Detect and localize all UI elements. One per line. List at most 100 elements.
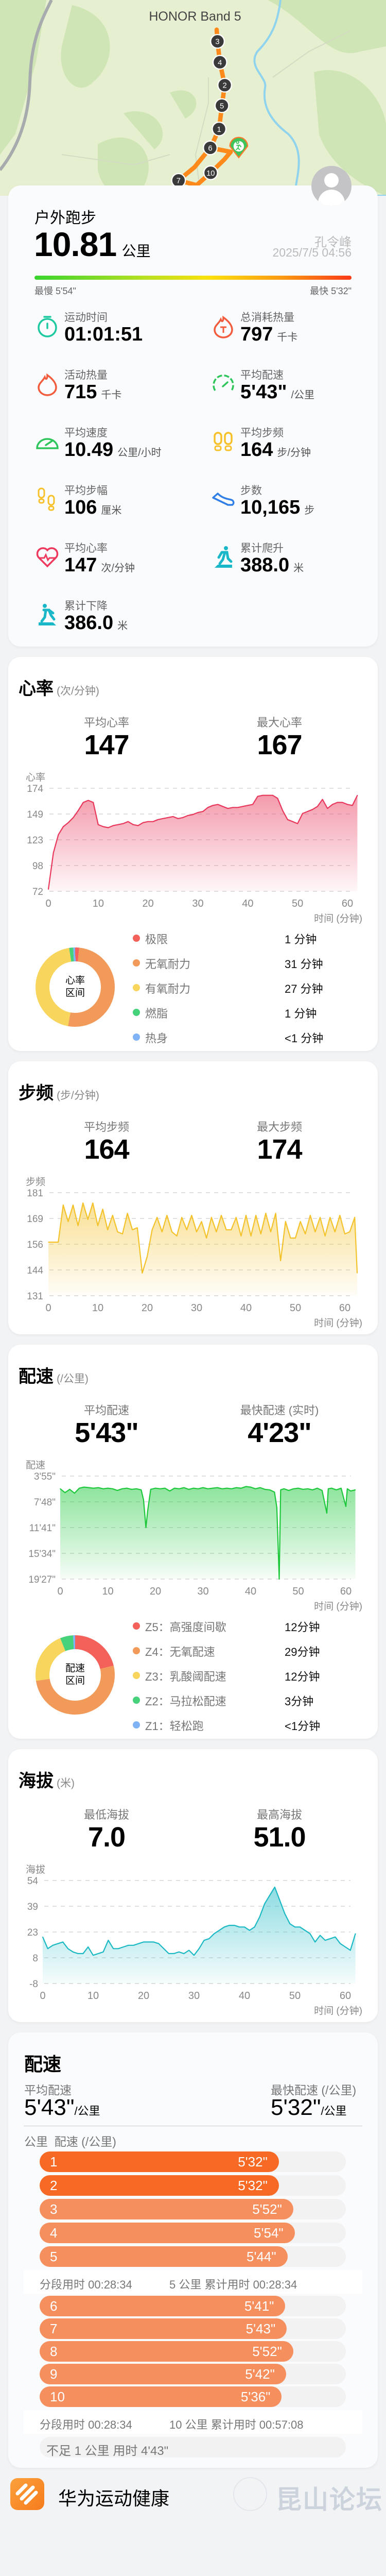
pace-gradient-bar [34, 276, 352, 280]
segment-split-time: 分段用时 00:28:34 [40, 2418, 132, 2431]
zone-row: 热身 <1 分钟 [133, 1029, 349, 1045]
split-row[interactable]: 1 5'32" [40, 2151, 346, 2172]
km-marker-label: 2 [222, 82, 226, 90]
stat-value: 388.0 米 [240, 554, 304, 577]
stat-label: 总消耗热量 [240, 312, 294, 324]
zone-dot [133, 984, 140, 991]
split-km: 3 [50, 2201, 58, 2217]
stat-value: 386.0 米 [64, 612, 128, 634]
avg-heart-rate-label: 平均心率 [83, 716, 129, 729]
km-marker-label: 4 [218, 59, 222, 67]
workout-type: 户外跑步 [34, 210, 96, 227]
split-row[interactable]: 5 5'44" [40, 2246, 346, 2267]
stat-label: 累计爬升 [240, 543, 284, 554]
zone-label: 极限 [145, 933, 168, 946]
km-marker-label: 7 [177, 177, 181, 185]
zone-duration: 1 分钟 [285, 1007, 317, 1020]
avg-heart-rate-value: 147 [84, 730, 129, 760]
zone-duration: 27 分钟 [285, 982, 323, 995]
zone-label: Z5：高强度间歇 [145, 1621, 226, 1634]
split-row[interactable]: 9 5'42" [40, 2364, 346, 2384]
split-bar: 1 5'32" [40, 2151, 279, 2172]
split-pace: 5'54" [254, 2225, 284, 2241]
pace-gauge-icon [213, 375, 234, 391]
splits-title: 配速 [24, 2054, 62, 2075]
stat-value: 10.49 公里/小时 [64, 439, 162, 461]
zone-label: Z1：轻松跑 [145, 1720, 204, 1733]
min-altitude-label: 最低海拔 [83, 1808, 129, 1821]
zone-label: Z4：无氧配速 [145, 1646, 215, 1658]
km-marker-label: 1 [217, 126, 221, 134]
max-cadence-value: 174 [257, 1134, 302, 1165]
stat-label: 平均配速 [240, 369, 284, 381]
zone-duration: 31 分钟 [285, 958, 323, 971]
split-bar: 7 5'43" [40, 2318, 287, 2339]
stat-number: 386.0 [64, 612, 114, 634]
splits-avg-value: 5'43"/公里 [24, 2095, 100, 2121]
splits-header: 公里 配速 (/公里) [24, 2135, 116, 2148]
split-row[interactable]: 10 5'36" [40, 2386, 346, 2407]
zone-dot [133, 935, 140, 942]
stat-number: 5'43" [240, 381, 287, 403]
speedometer-icon [36, 438, 59, 449]
zone-dot [133, 1697, 140, 1704]
zone-label: 有氧耐力 [145, 982, 191, 995]
split-km: 9 [50, 2366, 58, 2382]
stopwatch-icon [38, 316, 57, 337]
stat-label: 平均步频 [240, 427, 284, 439]
stat-climb-up: 累计爬升 388.0 米 [210, 540, 380, 581]
split-row[interactable]: 4 5'54" [40, 2223, 346, 2243]
km-marker[interactable]: 5 [214, 98, 230, 113]
stat-value: 10,165 步 [240, 497, 314, 519]
heart-x-title: 时间 (分钟) [314, 913, 362, 924]
stat-label: 平均速度 [64, 427, 108, 439]
heart-donut-center: 心率 区间 [60, 975, 91, 999]
splits-avg-number: 5'43" [24, 2095, 75, 2120]
split-bar: 5 5'44" [40, 2246, 288, 2267]
stat-label: 平均步幅 [64, 485, 108, 497]
km-marker[interactable]: 10 [203, 165, 218, 180]
start-pin-icon [229, 137, 249, 159]
pace-donut-center: 配速 区间 [60, 1663, 91, 1687]
max-altitude-value: 51.0 [253, 1822, 306, 1853]
zone-row: 极限 1 分钟 [133, 930, 349, 946]
split-row[interactable]: 2 5'32" [40, 2175, 346, 2196]
summary-card [8, 185, 378, 647]
split-row[interactable]: 7 5'43" [40, 2318, 346, 2339]
split-pace: 5'52" [252, 2201, 282, 2217]
route-map[interactable]: 3 4 2 5 1 6 10 7 HONOR Band 5 [0, 0, 386, 196]
split-pace: 5'32" [238, 2178, 268, 2193]
split-bar: 8 5'52" [40, 2341, 293, 2362]
altitude-axis-name: 海拔 [26, 1865, 46, 1875]
km-marker[interactable]: 6 [203, 140, 218, 156]
split-row[interactable]: 8 5'52" [40, 2341, 346, 2362]
app-logo-icon [10, 2478, 44, 2510]
stat-unit: 米 [117, 620, 128, 632]
stat-number: 10,165 [240, 497, 301, 518]
stat-label: 步数 [240, 485, 262, 497]
km-marker[interactable]: 2 [217, 77, 233, 93]
pace-axis-name: 配速 [26, 1460, 46, 1471]
split-row[interactable]: 3 5'52" [40, 2199, 346, 2219]
km-marker[interactable]: 4 [212, 55, 227, 70]
km-marker[interactable]: 1 [212, 121, 227, 137]
avatar[interactable] [311, 166, 352, 206]
stat-speedometer: 平均速度 10.49 公里/小时 [34, 425, 204, 466]
stride-icon [38, 487, 55, 511]
split-pace: 5'43" [245, 2321, 276, 2336]
max-altitude-label: 最高海拔 [256, 1808, 302, 1821]
pace-title: 配速 (/公里) [19, 1362, 89, 1387]
splits-fast-unit: /公里 [321, 2105, 347, 2117]
stat-unit: 步/分钟 [277, 447, 311, 459]
zone-row: Z5：高强度间歇 12分钟 [133, 1618, 349, 1634]
stat-stride: 平均步幅 106 厘米 [34, 482, 204, 523]
stat-value: 164 步/分钟 [240, 439, 311, 461]
split-km: 8 [50, 2344, 58, 2359]
stat-value: 715 千卡 [64, 381, 121, 403]
split-row[interactable]: 6 5'41" [40, 2296, 346, 2316]
stat-number: 147 [64, 554, 97, 576]
km-marker[interactable]: 3 [210, 33, 225, 49]
stat-value: 5'43" /公里 [240, 381, 314, 403]
fastest-pace-value: 4'23" [248, 1417, 312, 1448]
avatar-head [324, 173, 339, 188]
